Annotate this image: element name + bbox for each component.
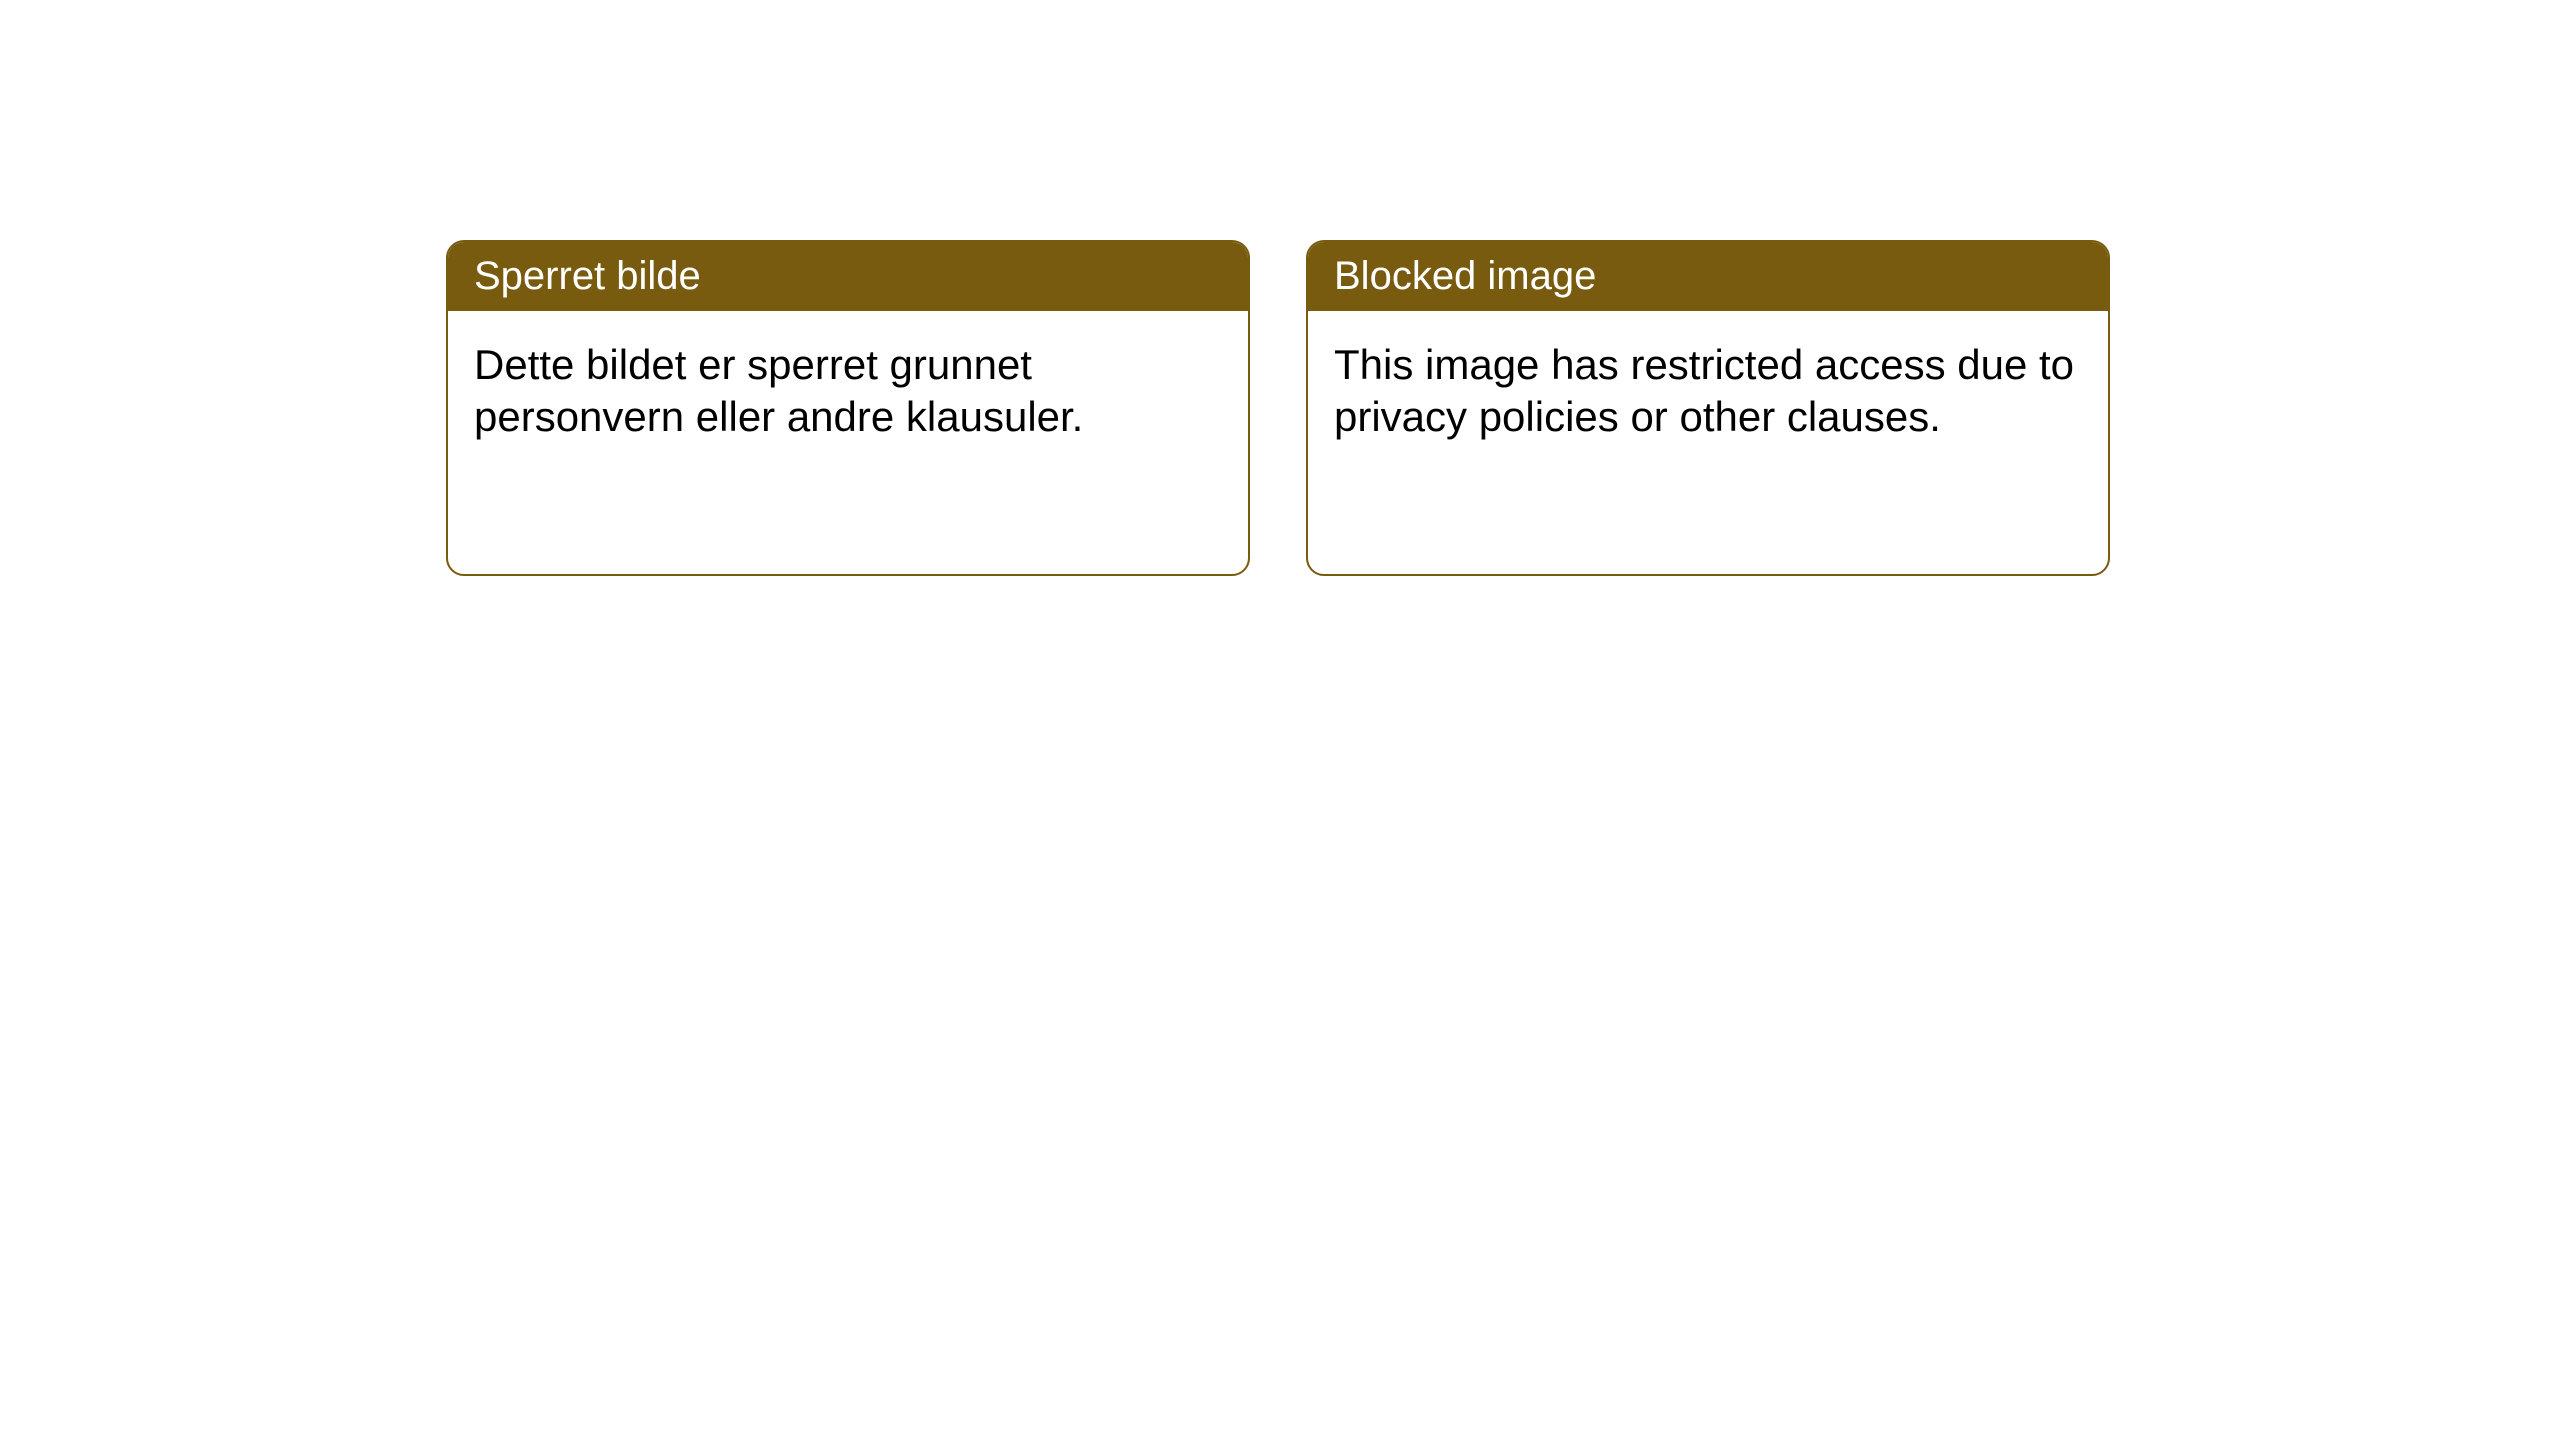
card-body-en: This image has restricted access due to … xyxy=(1308,311,2108,471)
blocked-image-card-en: Blocked image This image has restricted … xyxy=(1306,240,2110,576)
card-body-no: Dette bildet er sperret grunnet personve… xyxy=(448,311,1248,471)
card-header-en: Blocked image xyxy=(1308,242,2108,311)
blocked-image-card-no: Sperret bilde Dette bildet er sperret gr… xyxy=(446,240,1250,576)
card-header-no: Sperret bilde xyxy=(448,242,1248,311)
card-container: Sperret bilde Dette bildet er sperret gr… xyxy=(446,240,2110,576)
